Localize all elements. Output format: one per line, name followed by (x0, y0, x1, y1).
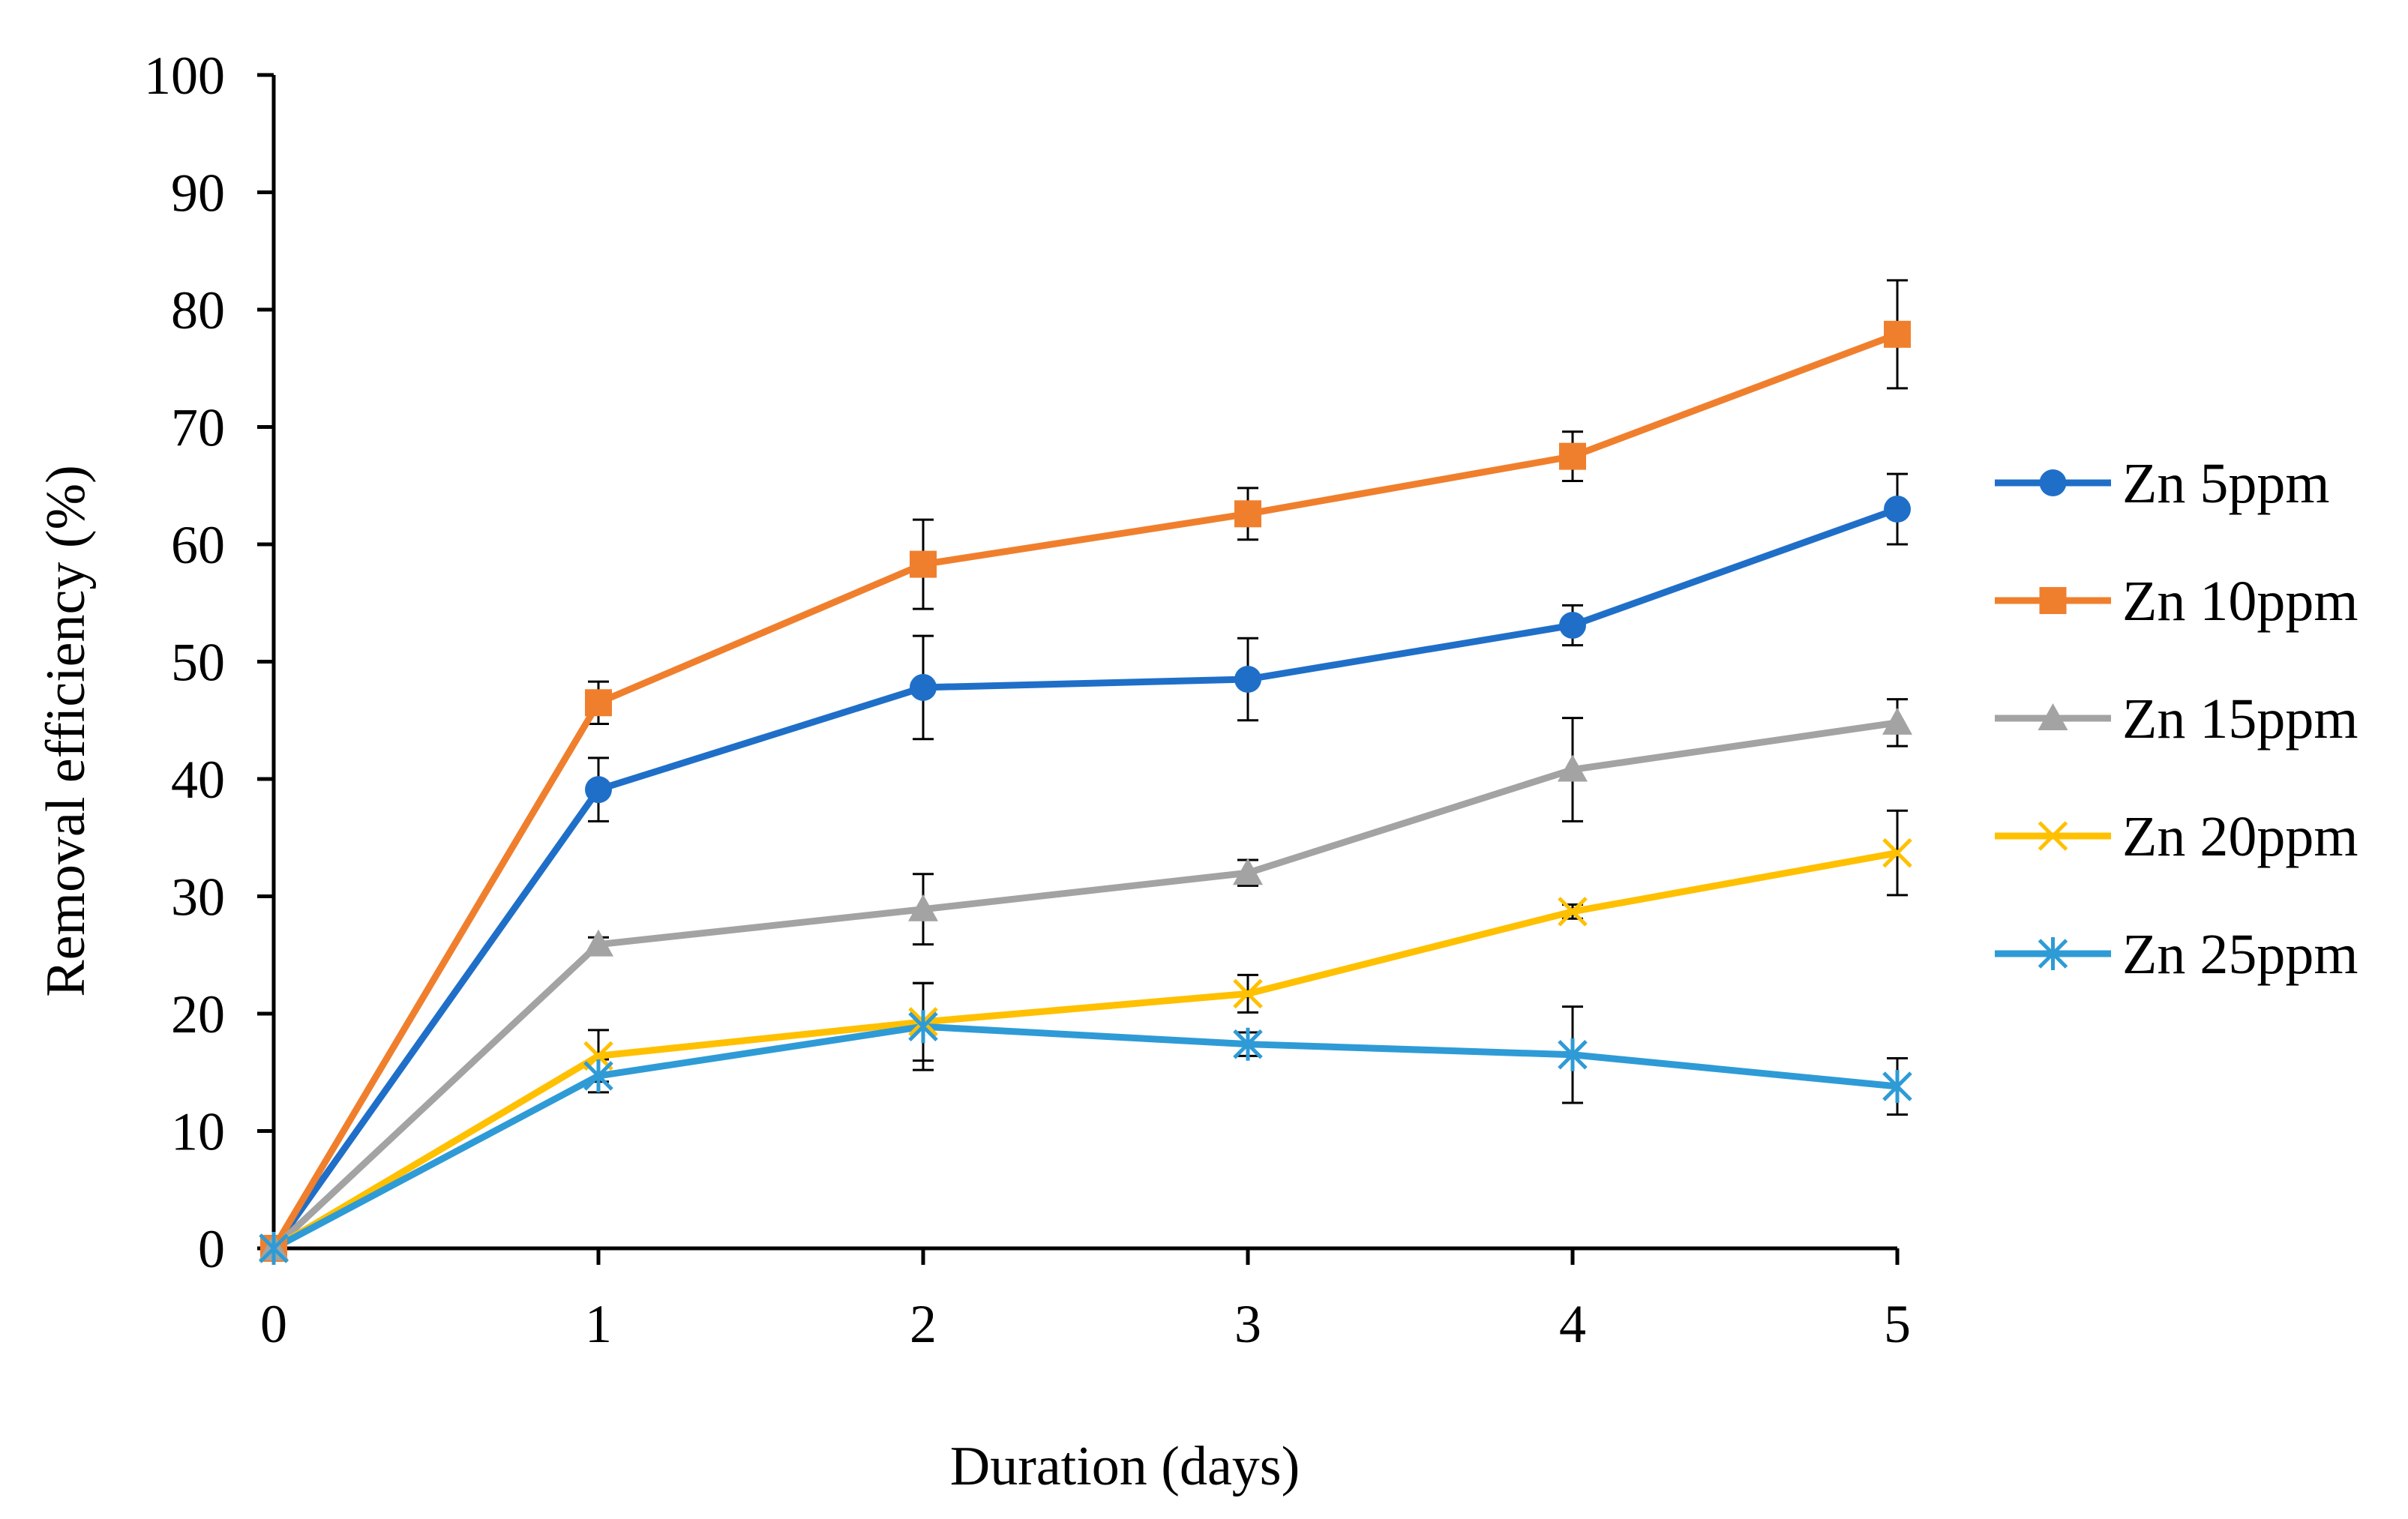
data-point-zn-20ppm (1882, 837, 1912, 868)
data-point-zn-15ppm (1233, 858, 1263, 885)
data-point-zn-10ppm (1559, 442, 1586, 470)
legend-item-zn-25ppm: Zn 25ppm (1995, 923, 2359, 986)
legend-label: Zn 15ppm (2122, 688, 2359, 751)
y-tick-label: 100 (144, 46, 225, 106)
series-lines (271, 331, 1899, 1251)
legend-label: Zn 25ppm (2122, 923, 2359, 986)
data-point-zn-10ppm (1884, 320, 1911, 348)
legend-label: Zn 5ppm (2122, 452, 2330, 515)
legend-swatch-marker (2038, 821, 2068, 851)
x-tick-label: 5 (1884, 1294, 1911, 1354)
data-point-zn-10ppm (910, 550, 937, 578)
data-point-zn-25ppm (1558, 1038, 1588, 1071)
series-line-zn-20ppm (271, 849, 1898, 1251)
series-line-zn-5ppm (271, 505, 1899, 1251)
y-tick-label: 70 (171, 398, 225, 458)
y-tick-label: 60 (171, 515, 225, 575)
data-point-zn-25ppm (583, 1059, 613, 1092)
data-point-zn-20ppm (1233, 978, 1263, 1009)
legend-item-zn-5ppm: Zn 5ppm (1995, 452, 2330, 515)
data-point-zn-15ppm (583, 929, 613, 957)
data-point-zn-20ppm (1558, 897, 1588, 927)
legend-swatch-marker (2038, 937, 2068, 970)
y-tick-label: 0 (198, 1219, 225, 1279)
data-point-zn-15ppm (908, 894, 938, 921)
legend-item-zn-15ppm: Zn 15ppm (1995, 688, 2359, 751)
legend: Zn 5ppm Zn 10ppm Zn 15ppm Zn 20ppm Zn 25ppm (1995, 452, 2359, 986)
x-tick-label: 1 (585, 1294, 612, 1354)
series-line-zn-15ppm (271, 719, 1898, 1251)
x-tick-label: 4 (1559, 1294, 1586, 1354)
y-tick-label: 30 (171, 867, 225, 927)
x-tick-label: 0 (260, 1294, 287, 1354)
y-tick-label: 10 (171, 1102, 225, 1162)
x-tick-label: 2 (910, 1294, 937, 1354)
data-point-zn-25ppm (1882, 1070, 1912, 1104)
y-tick-label: 20 (171, 984, 225, 1044)
legend-item-zn-20ppm: Zn 20ppm (1995, 805, 2359, 868)
data-markers (259, 320, 1912, 1265)
data-point-zn-5ppm (910, 673, 937, 701)
data-point-zn-25ppm (1233, 1027, 1263, 1061)
data-point-zn-10ppm (1234, 500, 1261, 528)
y-axis-title: Removal efficiency (%) (35, 465, 97, 997)
y-tick-label: 90 (171, 163, 225, 223)
axes: 0 10 20 30 40 50 60 70 80 90 100 0 1 2 3 4 5 (144, 46, 1911, 1354)
y-tick-label: 80 (171, 280, 225, 340)
data-point-zn-25ppm (908, 1010, 938, 1044)
series-line-zn-10ppm (271, 331, 1899, 1251)
data-point-zn-25ppm (259, 1232, 289, 1265)
legend-swatch-marker (2039, 469, 2067, 496)
data-point-zn-15ppm (1882, 707, 1912, 735)
data-point-zn-5ppm (585, 776, 612, 804)
data-point-zn-15ppm (1558, 754, 1588, 782)
error-bars (588, 279, 1908, 1116)
legend-item-zn-10ppm: Zn 10ppm (1995, 570, 2359, 633)
x-tick-label: 3 (1234, 1294, 1261, 1354)
legend-swatch-marker (2038, 703, 2068, 730)
y-tick-label: 50 (171, 633, 225, 693)
legend-label: Zn 10ppm (2122, 570, 2359, 633)
data-point-zn-5ppm (1884, 496, 1911, 523)
series-line-zn-25ppm (271, 1023, 1898, 1251)
x-axis-title: Duration (days) (950, 1436, 1300, 1497)
data-point-zn-5ppm (1559, 611, 1586, 639)
data-point-zn-10ppm (585, 689, 612, 717)
legend-label: Zn 20ppm (2122, 805, 2359, 868)
y-tick-label: 40 (171, 750, 225, 810)
data-point-zn-5ppm (1234, 665, 1261, 693)
legend-swatch-marker (2039, 587, 2067, 614)
